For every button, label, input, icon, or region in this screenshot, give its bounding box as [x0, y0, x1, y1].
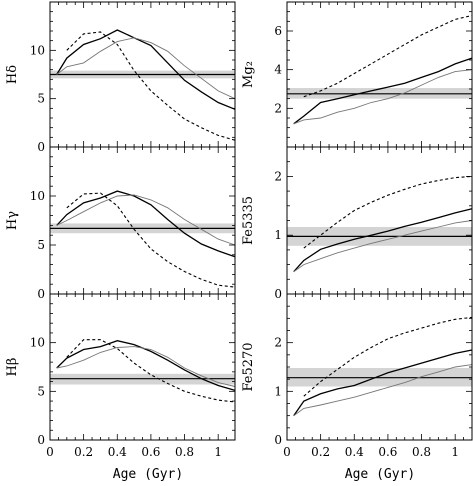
panel-frame: [286, 1, 473, 148]
x-tick-label: 0.2: [74, 445, 93, 459]
y-tick-label: 5: [37, 92, 45, 106]
y-tick-label: 0: [37, 433, 45, 447]
y-tick-label: 1: [274, 228, 282, 242]
x-tick-label: 0: [46, 445, 54, 459]
panel-5: 0 5 10 Hβ 0 0.2 0.4 0.6 0.8 1: [5, 293, 236, 459]
series-line-solid-thin: [56, 37, 236, 100]
panel-frame: [286, 146, 473, 295]
y-tick-label: 2: [274, 336, 282, 350]
series-line-solid-thin: [56, 346, 236, 387]
series-line-dashed: [66, 192, 236, 288]
series-line-dashed: [66, 31, 236, 141]
y-tick-label: 5: [37, 238, 45, 252]
y-axis-label: Hβ: [5, 358, 20, 377]
y-tick-label: 10: [30, 336, 45, 350]
series-line-dashed: [66, 339, 236, 403]
series-line-solid-thin: [293, 364, 473, 417]
y-tick-label: 2: [274, 169, 282, 183]
panel-6: 0 1 2 Fe5270 0 0.2 0.4 0.6 0.8 1: [241, 293, 473, 459]
y-tick-label: 1: [274, 384, 282, 398]
x-tick-label: 1: [451, 445, 459, 459]
panel-2: 2 4 6 Mg₂: [241, 1, 473, 148]
series-line-solid-thin: [293, 69, 473, 125]
panel-frame: [49, 146, 236, 295]
y-tick-label: 0: [37, 287, 45, 301]
x-tick-label: 0.6: [378, 445, 397, 459]
series-line-solid-thick: [56, 29, 236, 110]
panel-3: 0 5 10 Hγ: [5, 146, 236, 301]
y-tick-label: 10: [30, 43, 45, 57]
series-line-solid-thin: [56, 194, 236, 246]
y-axis-label: Hγ: [5, 211, 20, 230]
y-tick-label: 0: [37, 140, 45, 154]
panel-frame: [286, 293, 473, 441]
y-tick-label: 5: [37, 384, 45, 398]
panel-frame: [49, 293, 236, 441]
panel-4: 0 1 2 Fe5335: [241, 146, 473, 301]
series-line-solid-thin: [293, 220, 473, 273]
series-line-dashed: [303, 175, 473, 249]
series-line-solid-thick: [56, 190, 236, 258]
series-line-dashed: [303, 14, 473, 98]
panel-1: 0 5 10 Hδ: [5, 1, 236, 154]
x-tick-label: 0.6: [141, 445, 160, 459]
series-line-solid-thick: [293, 349, 473, 417]
y-tick-label: 10: [30, 189, 45, 203]
series-line-dashed: [303, 316, 473, 397]
y-tick-label: 0: [274, 433, 282, 447]
y-axis-label: Fe5270: [241, 342, 256, 391]
y-tick-label: 6: [274, 24, 282, 38]
x-tick-label: 0.2: [311, 445, 330, 459]
x-tick-label: 0.8: [412, 445, 431, 459]
x-tick-label: 1: [214, 445, 222, 459]
y-tick-label: 0: [274, 287, 282, 301]
x-tick-label: 0.4: [108, 445, 127, 459]
y-tick-label: 2: [274, 101, 282, 115]
x-axis-label-right: Age (Gyr): [345, 467, 415, 482]
y-tick-label: 4: [274, 63, 282, 77]
series-line-solid-thick: [293, 208, 473, 273]
x-tick-label: 0.8: [175, 445, 194, 459]
y-axis-label: Fe5335: [241, 196, 256, 245]
series-line-solid-thick: [293, 57, 473, 125]
x-tick-label: 0.4: [345, 445, 364, 459]
x-axis-label-left: Age (Gyr): [113, 467, 183, 482]
y-axis-label: Mg₂: [241, 61, 256, 88]
y-axis-label: Hδ: [5, 65, 20, 84]
x-tick-label: 0: [283, 445, 291, 459]
